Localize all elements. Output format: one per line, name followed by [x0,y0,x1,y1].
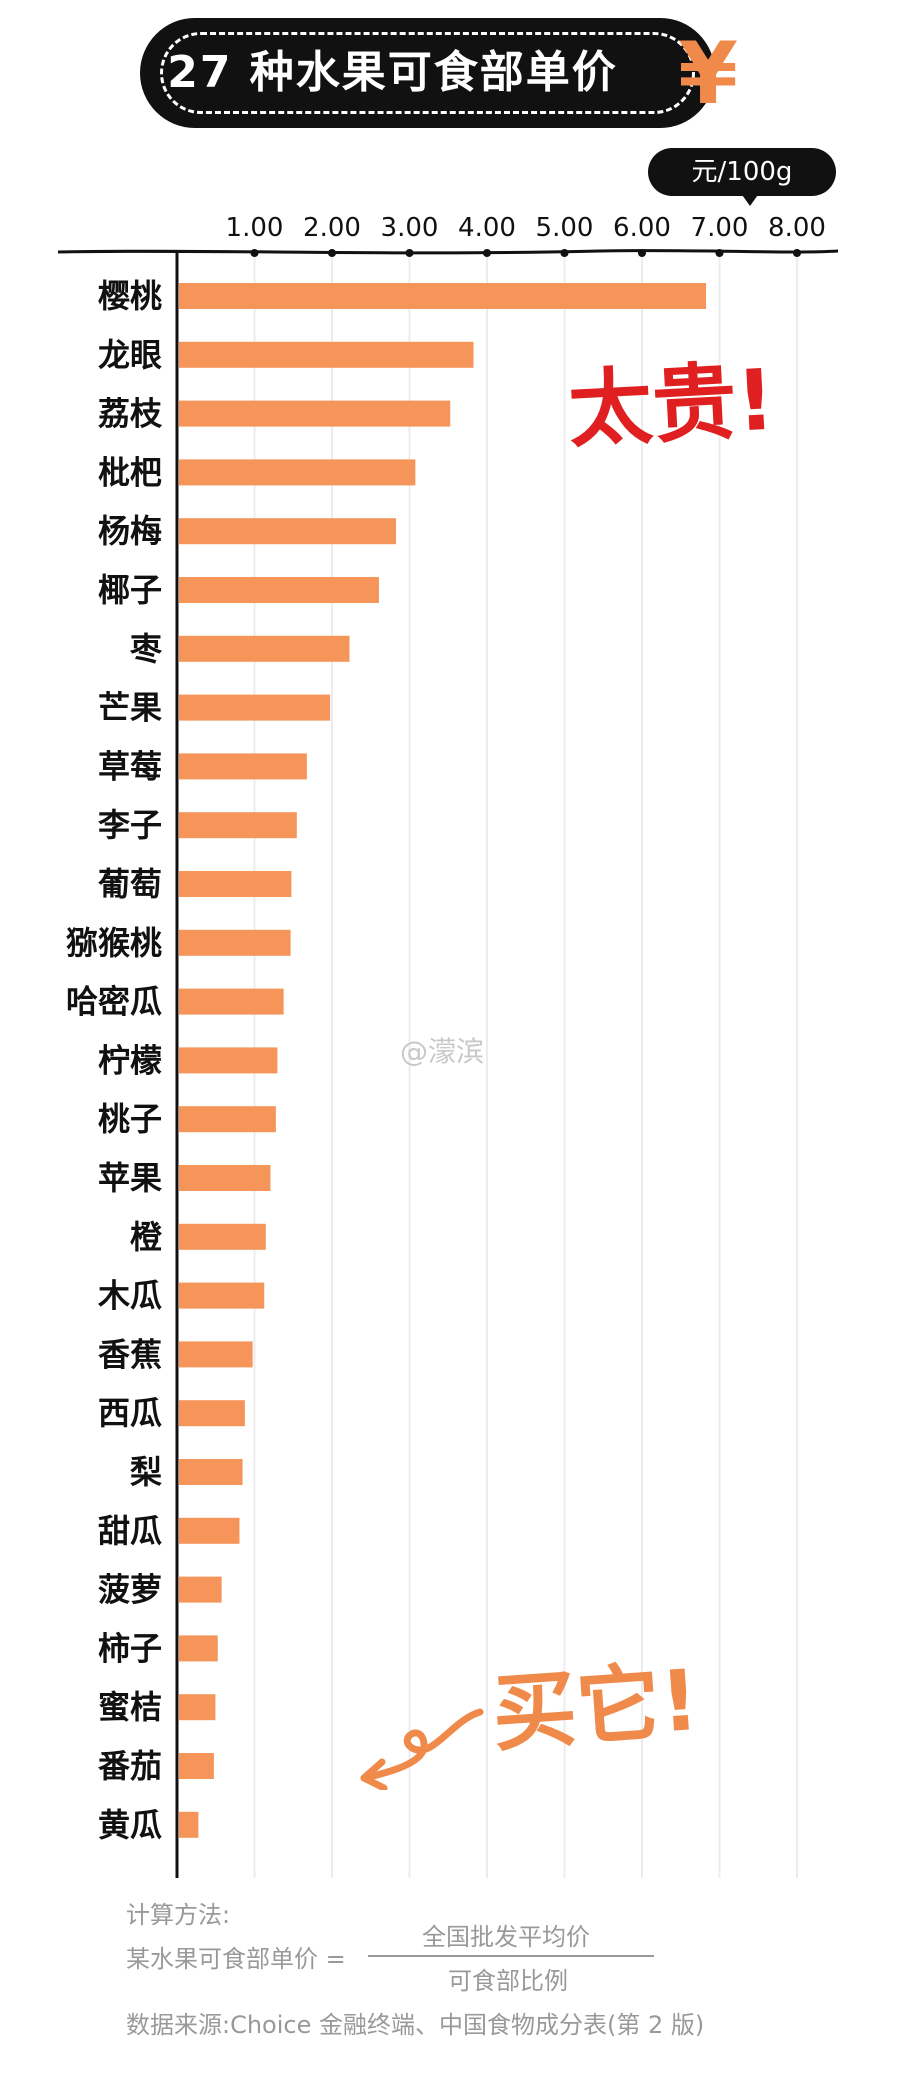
bar [179,1047,278,1074]
category-label: 龙眼 [98,336,162,374]
bar-chart: 1.00 2.00 3.00 4.00 5.00 6.00 7.00 8.00 樱桃龙眼荔枝枇… [57,213,839,1878]
bar [179,1223,266,1250]
bar [179,1694,216,1721]
x-tick-label: 3.00 [381,213,439,243]
category-label: 椰子 [98,571,162,609]
x-axis-line [57,249,839,255]
x-tick-labels: 1.00 2.00 3.00 4.00 5.00 6.00 7.00 8.00 [226,213,826,243]
bar [179,1341,253,1368]
bar [179,1282,265,1309]
category-label: 香蕉 [98,1335,162,1373]
bar [179,518,396,545]
category-label: 芒果 [98,689,162,727]
bar [179,459,416,486]
bar [179,929,291,956]
x-tick-label: 1.00 [226,213,284,243]
bar [179,1811,199,1838]
unit-badge: 元/100g [648,148,836,206]
category-label: 菠萝 [98,1571,162,1609]
category-label: 李子 [98,806,162,844]
title-badge-dashed-border [160,32,695,114]
axes [57,249,839,1878]
bar [179,341,474,368]
bar [179,1165,271,1191]
category-label: 橙 [130,1218,163,1256]
x-tick-label: 4.00 [458,213,516,243]
method-label: 计算方法: [126,1901,231,1929]
category-label: 蜜桔 [98,1688,162,1726]
fraction-line [368,1955,654,1957]
bar [179,1753,214,1779]
x-tick-label: 8.00 [768,213,826,243]
bar [179,988,284,1015]
bar [179,1106,276,1133]
category-label: 枣 [129,630,163,668]
arrow-icon [360,1708,484,1790]
unit-label: 元/100g [691,157,793,187]
bar [179,1459,243,1485]
annotation-buy: 买它! [489,1650,702,1764]
category-label: 枇杷 [98,453,162,491]
unit-badge-tail [740,192,760,206]
bar [179,1517,240,1544]
bar [179,1400,245,1427]
bar [179,635,350,662]
bar [179,1635,218,1662]
category-label: 西瓜 [98,1394,162,1432]
formula-numerator: 全国批发平均价 [422,1923,590,1951]
category-label: 杨梅 [98,512,162,550]
category-label: 梨 [130,1453,162,1491]
category-label: 荔枝 [98,395,163,433]
bar [179,283,706,309]
chart-title: 27 种水果可食部单价 [167,47,618,98]
data-source: 数据来源:Choice 金融终端、中国食物成分表(第 2 版) [126,2011,705,2039]
yen-icon: ¥ [678,24,738,124]
category-label: 番茄 [98,1747,162,1785]
category-label: 桃子 [98,1100,162,1138]
category-label: 柠檬 [98,1041,162,1079]
category-label: 草莓 [98,747,162,785]
category-label: 樱桃 [98,277,162,315]
category-label: 黄瓜 [98,1806,162,1844]
category-labels: 樱桃龙眼荔枝枇杷杨梅椰子枣芒果草莓李子葡萄猕猴桃哈密瓜柠檬桃子苹果橙木瓜香蕉西瓜… [66,277,163,1844]
bar [179,871,292,897]
formula-lhs: 某水果可食部单价 = [126,1945,346,1973]
x-tick-label: 5.00 [536,213,594,243]
bar [179,812,297,839]
category-label: 哈密瓜 [66,983,162,1021]
category-label: 猕猴桃 [66,924,162,962]
x-tick-label: 6.00 [613,213,671,243]
bar [179,694,331,721]
category-label: 甜瓜 [98,1512,162,1550]
grid-lines [253,253,798,1878]
category-label: 苹果 [98,1159,162,1197]
bars [179,283,706,1838]
title-badge: 27 种水果可食部单价 [140,18,715,128]
category-label: 葡萄 [98,865,162,903]
bar [179,753,307,780]
x-tick-label: 2.00 [303,213,361,243]
bar [179,577,379,603]
x-tick-label: 7.00 [691,213,749,243]
category-label: 柿子 [98,1629,162,1667]
formula-denominator: 可食部比例 [448,1967,568,1995]
bar [179,1576,222,1603]
bar [179,400,451,427]
annotation-expensive: 太贵! [565,350,778,460]
category-label: 木瓜 [97,1277,162,1315]
watermark: @濛滨 [400,1035,485,1068]
